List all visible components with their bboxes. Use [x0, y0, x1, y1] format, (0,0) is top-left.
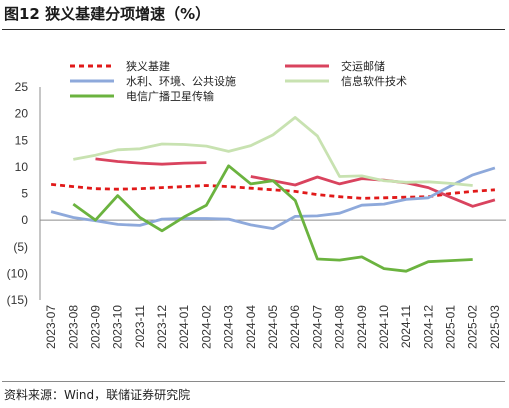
- x-tick-label: 2024-03: [222, 305, 236, 349]
- legend-label: 水利、环境、公共设施: [126, 74, 236, 88]
- x-tick-label: 2023-09: [88, 305, 102, 349]
- legend-label: 交运邮储: [341, 59, 385, 73]
- series-line-2: [95, 157, 207, 166]
- line-chart: (15) (10) (5) 0 5 10 15 20 25 2023-07 2023-08 2023-…: [7, 59, 506, 349]
- x-tick-label: 2024-06: [288, 305, 302, 349]
- x-tick-label: 2025-02: [466, 305, 480, 349]
- x-tick-label: 2023-10: [111, 305, 125, 349]
- x-tick-label: 2024-10: [377, 305, 391, 349]
- y-tick-label: 5: [21, 187, 28, 201]
- x-tick-label: 2023-12: [155, 305, 169, 349]
- x-tick-label: 2024-02: [199, 305, 213, 349]
- series-line-1: [50, 183, 496, 200]
- series-layer: [50, 116, 496, 273]
- y-tick-label: (5): [13, 240, 28, 254]
- legend-label: 信息软件技术: [341, 74, 407, 88]
- legend-label: 狭义基建: [126, 59, 170, 73]
- y-tick-label: 0: [21, 213, 28, 227]
- title-rule: [2, 29, 505, 30]
- y-tick-label: (10): [7, 266, 28, 280]
- x-tick-label: 2025-01: [444, 305, 458, 349]
- source-note: 资料来源：Wind，联储证券研究院: [4, 388, 191, 402]
- y-tick-label: 25: [15, 80, 29, 94]
- x-tick-label: 2025-03: [488, 305, 502, 349]
- x-tick-label: 2024-07: [310, 305, 324, 349]
- x-tick-label: 2024-09: [355, 305, 369, 349]
- series-line-5: [72, 164, 473, 273]
- series-line-3: [50, 166, 496, 231]
- x-tick-label: 2023-11: [133, 305, 147, 348]
- x-tick-label: 2024-01: [177, 305, 191, 349]
- x-tick-label: 2023-07: [44, 305, 58, 349]
- y-tick-label: 20: [15, 107, 29, 121]
- axes-layer: (15) (10) (5) 0 5 10 15 20 25 2023-07 2023-08 2023-…: [7, 80, 506, 349]
- y-tick-label: 10: [15, 160, 29, 174]
- legend-label: 电信广播卫星传输: [126, 89, 214, 103]
- y-tick-label: 15: [15, 133, 29, 147]
- x-tick-label: 2024-12: [421, 305, 435, 349]
- x-tick-label: 2024-11: [399, 305, 413, 348]
- source-rule: [2, 381, 505, 382]
- x-tick-label: 2023-08: [66, 305, 80, 349]
- y-tick-label: (15): [7, 293, 28, 307]
- series-line-4: [73, 116, 473, 187]
- x-tick-label: 2024-04: [244, 305, 258, 349]
- x-tick-label: 2024-05: [266, 305, 280, 349]
- x-tick-label: 2024-08: [333, 305, 347, 349]
- chart-title: 图12 狭义基建分项增速（%）: [4, 5, 211, 23]
